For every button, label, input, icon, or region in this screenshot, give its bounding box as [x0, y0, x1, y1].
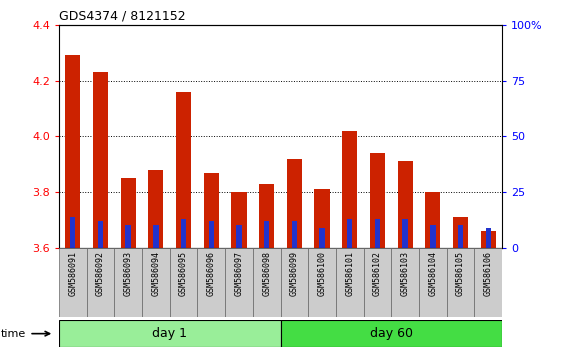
Text: GSM586103: GSM586103: [401, 251, 410, 296]
Text: day 60: day 60: [370, 327, 413, 340]
Text: day 1: day 1: [152, 327, 187, 340]
Bar: [126, 225, 131, 248]
Bar: [481, 231, 496, 248]
Bar: [342, 131, 357, 248]
Bar: [419, 248, 447, 317]
Text: GSM586092: GSM586092: [96, 251, 105, 296]
Text: GDS4374 / 8121152: GDS4374 / 8121152: [59, 9, 186, 22]
Bar: [98, 221, 103, 248]
Bar: [93, 72, 108, 248]
Bar: [453, 217, 468, 248]
Bar: [59, 320, 280, 347]
Text: GSM586104: GSM586104: [429, 251, 438, 296]
Bar: [308, 248, 336, 317]
Text: GSM586106: GSM586106: [484, 251, 493, 296]
Text: GSM586100: GSM586100: [318, 251, 327, 296]
Bar: [314, 189, 330, 248]
Bar: [287, 159, 302, 248]
Bar: [231, 192, 247, 248]
Bar: [458, 225, 463, 248]
Bar: [253, 248, 280, 317]
Bar: [65, 56, 80, 248]
Bar: [197, 248, 225, 317]
Bar: [121, 178, 136, 248]
Text: GSM586091: GSM586091: [68, 251, 77, 296]
Text: GSM586096: GSM586096: [207, 251, 216, 296]
Bar: [370, 153, 385, 248]
Bar: [176, 92, 191, 248]
Text: GSM586098: GSM586098: [262, 251, 271, 296]
Text: GSM586097: GSM586097: [234, 251, 243, 296]
Bar: [114, 248, 142, 317]
Bar: [398, 161, 413, 248]
Bar: [475, 248, 502, 317]
Bar: [204, 172, 219, 248]
Text: GSM586105: GSM586105: [456, 251, 465, 296]
Bar: [209, 221, 214, 248]
Text: GSM586094: GSM586094: [151, 251, 160, 296]
Bar: [292, 221, 297, 248]
Text: GSM586095: GSM586095: [179, 251, 188, 296]
Bar: [153, 225, 159, 248]
Bar: [336, 248, 364, 317]
Bar: [375, 219, 380, 248]
Bar: [142, 248, 169, 317]
Bar: [280, 248, 308, 317]
Bar: [181, 219, 186, 248]
Bar: [259, 184, 274, 248]
Bar: [364, 248, 392, 317]
Bar: [225, 248, 253, 317]
Bar: [148, 170, 163, 248]
Bar: [447, 248, 475, 317]
Text: time: time: [1, 329, 49, 339]
Bar: [486, 228, 491, 248]
Text: GSM586099: GSM586099: [290, 251, 299, 296]
Bar: [319, 228, 325, 248]
Bar: [70, 217, 75, 248]
Bar: [430, 225, 435, 248]
Text: GSM586102: GSM586102: [373, 251, 382, 296]
Bar: [59, 248, 86, 317]
Bar: [280, 320, 502, 347]
Bar: [236, 225, 242, 248]
Bar: [169, 248, 197, 317]
Bar: [347, 219, 352, 248]
Bar: [425, 192, 440, 248]
Text: GSM586101: GSM586101: [345, 251, 354, 296]
Bar: [86, 248, 114, 317]
Text: GSM586093: GSM586093: [123, 251, 132, 296]
Bar: [264, 221, 269, 248]
Bar: [392, 248, 419, 317]
Bar: [402, 219, 408, 248]
